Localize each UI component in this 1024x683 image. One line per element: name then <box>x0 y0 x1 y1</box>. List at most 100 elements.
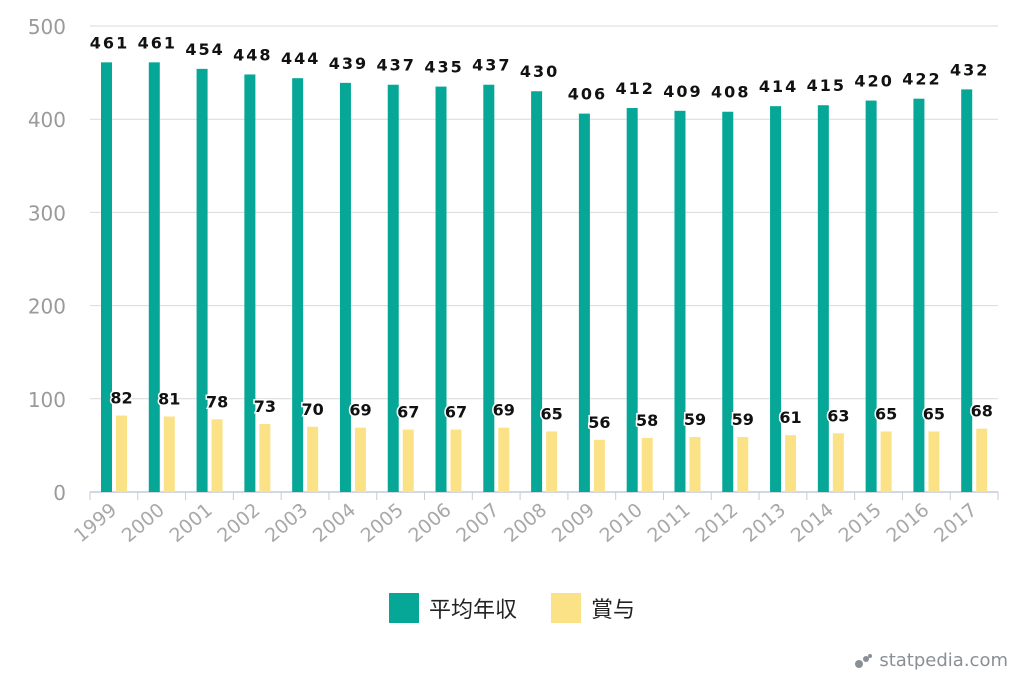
bar-bonus <box>116 415 127 492</box>
data-label-average-income: 444 <box>281 49 320 68</box>
data-label-bonus: 65 <box>540 404 562 423</box>
y-tick-label: 100 <box>28 388 66 412</box>
data-label-average-income: 435 <box>424 58 463 77</box>
y-tick-label: 300 <box>28 201 66 225</box>
bar-average-income <box>770 106 782 492</box>
legend-label-bonus: 賞与 <box>591 598 636 623</box>
data-label-bonus: 68 <box>971 402 993 421</box>
data-label-bonus: 61 <box>779 408 801 427</box>
bar-average-income <box>961 89 973 492</box>
bar-average-income <box>626 108 638 493</box>
bar-bonus <box>928 431 940 492</box>
bar-average-income <box>339 82 351 493</box>
data-label-average-income: 432 <box>950 60 989 79</box>
bar-bonus <box>737 437 749 492</box>
legend-label-average-income: 平均年収 <box>428 598 517 623</box>
bar-average-income <box>196 68 208 492</box>
data-label-average-income: 420 <box>854 72 893 91</box>
bar-bonus <box>546 431 558 492</box>
bar-bonus <box>259 423 271 492</box>
bar-bonus <box>498 427 510 492</box>
data-label-average-income: 461 <box>138 33 177 52</box>
y-tick-label: 400 <box>28 108 66 132</box>
x-tick-label: 2005 <box>357 499 408 547</box>
bar-bonus <box>593 439 605 492</box>
bar-average-income <box>722 111 734 492</box>
bar-average-income <box>387 84 399 492</box>
data-label-average-income: 437 <box>472 56 511 75</box>
x-tick-label: 2000 <box>118 499 169 547</box>
y-tick-label: 200 <box>28 295 66 319</box>
bar-average-income <box>483 84 495 492</box>
data-label-average-income: 439 <box>329 54 368 73</box>
data-label-average-income: 454 <box>185 40 224 59</box>
x-tick-label: 2011 <box>643 499 694 547</box>
bar-average-income <box>292 78 304 492</box>
bar-bonus <box>402 429 414 492</box>
legend: 平均年収 賞与 <box>0 592 1024 624</box>
data-label-average-income: 437 <box>377 56 416 75</box>
data-label-bonus: 59 <box>684 410 706 429</box>
x-tick-label: 2015 <box>835 499 886 547</box>
data-label-average-income: 414 <box>759 77 798 96</box>
data-label-bonus: 59 <box>732 410 754 429</box>
data-label-bonus: 67 <box>397 403 419 422</box>
x-tick-label: 2003 <box>261 499 312 547</box>
data-label-bonus: 78 <box>206 392 228 411</box>
data-label-average-income: 422 <box>902 70 941 89</box>
data-label-bonus: 63 <box>827 406 849 425</box>
data-label-average-income: 448 <box>233 45 272 64</box>
x-tick-label: 2013 <box>739 499 790 547</box>
data-label-bonus: 82 <box>110 389 132 408</box>
bar-average-income <box>435 86 447 492</box>
x-tick-label: 2001 <box>166 499 217 547</box>
data-label-average-income: 406 <box>568 85 607 104</box>
data-label-bonus: 70 <box>302 400 324 419</box>
x-tick-label: 2002 <box>213 499 264 547</box>
bar-average-income <box>101 62 112 493</box>
data-label-bonus: 69 <box>493 401 515 420</box>
y-tick-label: 0 <box>53 481 66 505</box>
x-tick-label: 1999 <box>70 499 121 547</box>
bar-average-income <box>531 91 543 493</box>
data-label-bonus: 81 <box>158 390 180 409</box>
bar-bonus <box>450 429 462 492</box>
bar-bonus <box>832 433 844 492</box>
data-label-bonus: 65 <box>923 404 945 423</box>
data-label-bonus: 73 <box>254 397 276 416</box>
data-label-bonus: 58 <box>636 411 658 430</box>
bar-bonus <box>689 437 701 492</box>
data-label-bonus: 67 <box>445 403 467 422</box>
statpedia-logo-icon <box>855 653 873 668</box>
data-label-average-income: 412 <box>615 79 654 98</box>
x-tick-label: 2016 <box>882 499 933 547</box>
data-label-average-income: 430 <box>520 62 559 81</box>
data-label-bonus: 56 <box>588 413 610 432</box>
bar-bonus <box>880 431 892 492</box>
brand-text: statpedia.com <box>879 650 1008 671</box>
data-label-bonus: 69 <box>349 401 371 420</box>
x-tick-label: 2008 <box>500 499 551 547</box>
x-tick-label: 2009 <box>548 499 599 547</box>
bar-bonus <box>354 427 366 492</box>
data-label-average-income: 408 <box>711 83 750 102</box>
bar-bonus <box>641 437 653 492</box>
bar-average-income <box>817 105 829 492</box>
x-tick-label: 2012 <box>691 499 742 547</box>
bar-bonus <box>976 428 988 492</box>
legend-item-average-income[interactable]: 平均年収 <box>388 592 517 624</box>
bar-average-income <box>578 113 590 492</box>
bar-average-income <box>148 62 160 493</box>
x-tick-label: 2010 <box>596 499 647 547</box>
x-tick-label: 2017 <box>930 499 981 547</box>
data-label-average-income: 409 <box>663 82 702 101</box>
data-label-bonus: 65 <box>875 404 897 423</box>
bar-average-income <box>865 100 877 492</box>
bar-chart: 0 100 200 300 400 500 461 82 1999 461 81 2000 454 78 2… <box>28 15 999 547</box>
bar-bonus <box>785 435 797 492</box>
y-tick-label: 500 <box>28 15 66 39</box>
bar-bonus <box>211 419 223 492</box>
x-tick-label: 2004 <box>309 499 360 547</box>
legend-item-bonus[interactable]: 賞与 <box>551 592 635 624</box>
statpedia-brand: statpedia.com <box>855 650 1008 671</box>
